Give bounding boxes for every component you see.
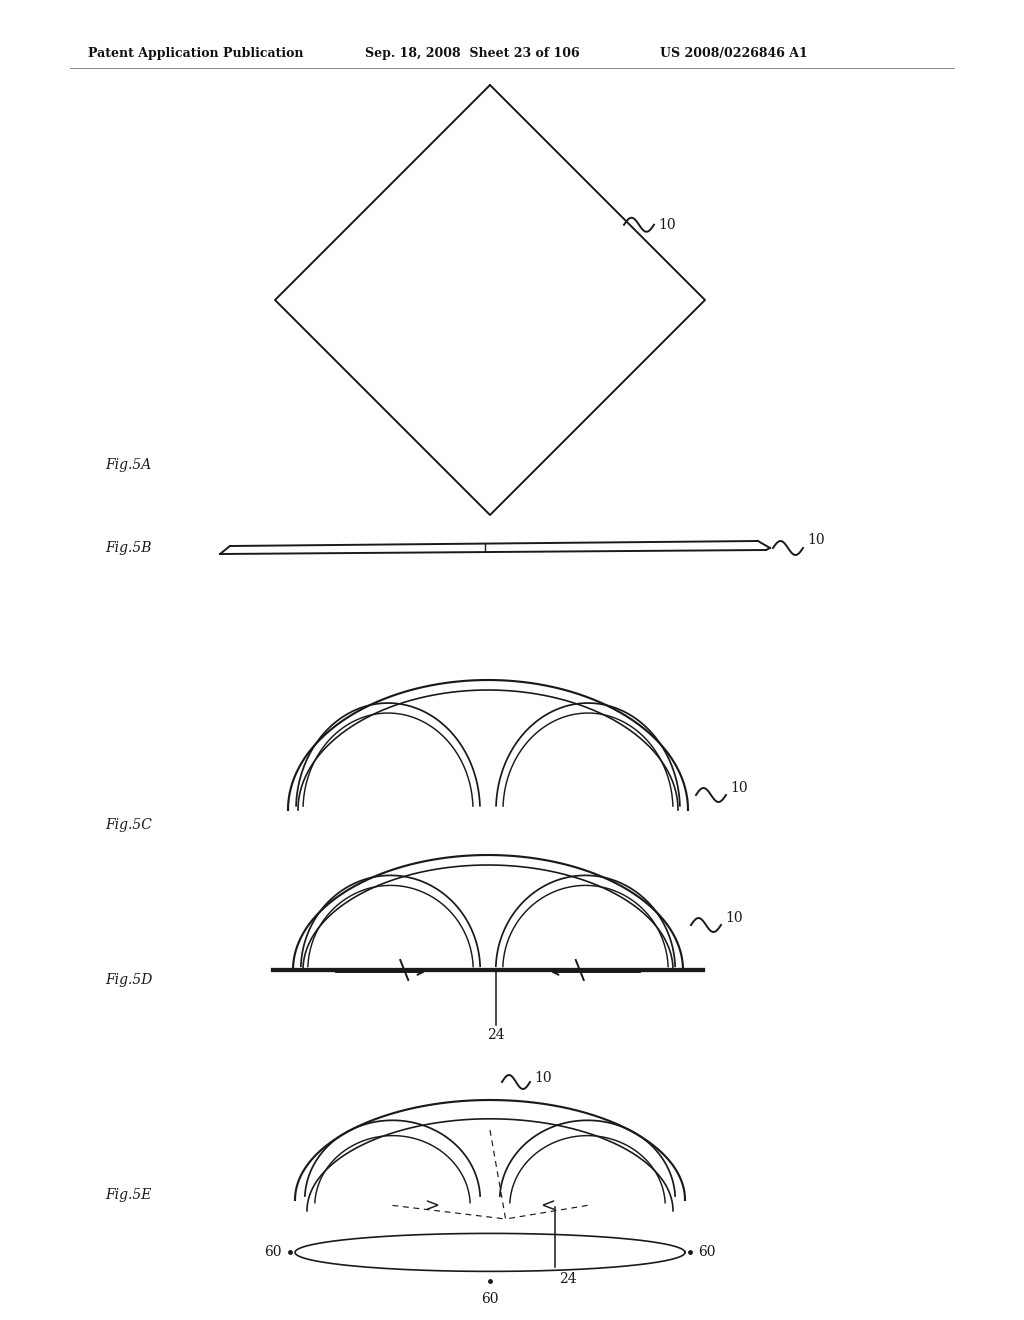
- Text: Fig.5A: Fig.5A: [105, 458, 152, 473]
- Text: 60: 60: [264, 1245, 282, 1259]
- Text: Fig.5D: Fig.5D: [105, 973, 153, 987]
- Text: Fig.5C: Fig.5C: [105, 818, 152, 832]
- Text: >: >: [425, 1197, 439, 1216]
- Text: 10: 10: [807, 533, 824, 546]
- Text: 24: 24: [559, 1272, 577, 1287]
- Text: 60: 60: [698, 1245, 716, 1259]
- Text: Patent Application Publication: Patent Application Publication: [88, 46, 303, 59]
- Text: Sep. 18, 2008  Sheet 23 of 106: Sep. 18, 2008 Sheet 23 of 106: [365, 46, 580, 59]
- Text: 10: 10: [725, 911, 742, 925]
- Text: 24: 24: [487, 1028, 505, 1041]
- Text: 10: 10: [534, 1071, 552, 1085]
- Text: US 2008/0226846 A1: US 2008/0226846 A1: [660, 46, 808, 59]
- Text: <: <: [541, 1197, 555, 1216]
- Text: Fig.5B: Fig.5B: [105, 541, 152, 554]
- Text: 10: 10: [658, 218, 676, 232]
- Text: 60: 60: [481, 1292, 499, 1307]
- Text: Fig.5E: Fig.5E: [105, 1188, 152, 1203]
- Text: 10: 10: [730, 781, 748, 795]
